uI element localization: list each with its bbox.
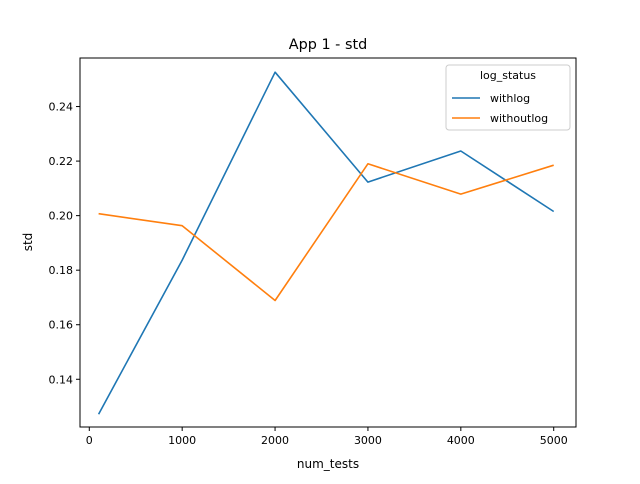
legend-label-withoutlog: withoutlog: [490, 112, 548, 125]
series-line-withoutlog: [98, 163, 554, 302]
y-tick-label: 0.22: [49, 155, 74, 168]
y-tick-label: 0.16: [49, 319, 74, 332]
legend-title: log_status: [480, 69, 536, 82]
x-tick-label: 5000: [540, 434, 568, 447]
series-lines: [97, 71, 555, 415]
series-line-withlog: [97, 71, 555, 415]
axis-ticks: 0 1000 2000 3000 4000 5000 0.14 0.16 0.18 0.20 0.2…: [49, 101, 568, 447]
x-tick-label: 2000: [261, 434, 289, 447]
x-tick-label: 3000: [354, 434, 382, 447]
x-tick-label: 1000: [168, 434, 196, 447]
x-tick-label: 0: [86, 434, 93, 447]
y-tick-label: 0.20: [49, 210, 74, 223]
plot-frame: [79, 57, 577, 428]
legend-box: [445, 64, 571, 131]
chart-title: App 1 - std: [289, 37, 367, 53]
y-tick-label: 0.18: [49, 264, 74, 277]
y-tick-label: 0.24: [49, 101, 74, 114]
x-tick-label: 4000: [447, 434, 475, 447]
legend-label-withlog: withlog: [490, 92, 530, 105]
x-axis-label: num_tests: [297, 457, 359, 471]
y-axis-label: std: [21, 233, 35, 252]
y-tick-label: 0.14: [49, 373, 74, 386]
